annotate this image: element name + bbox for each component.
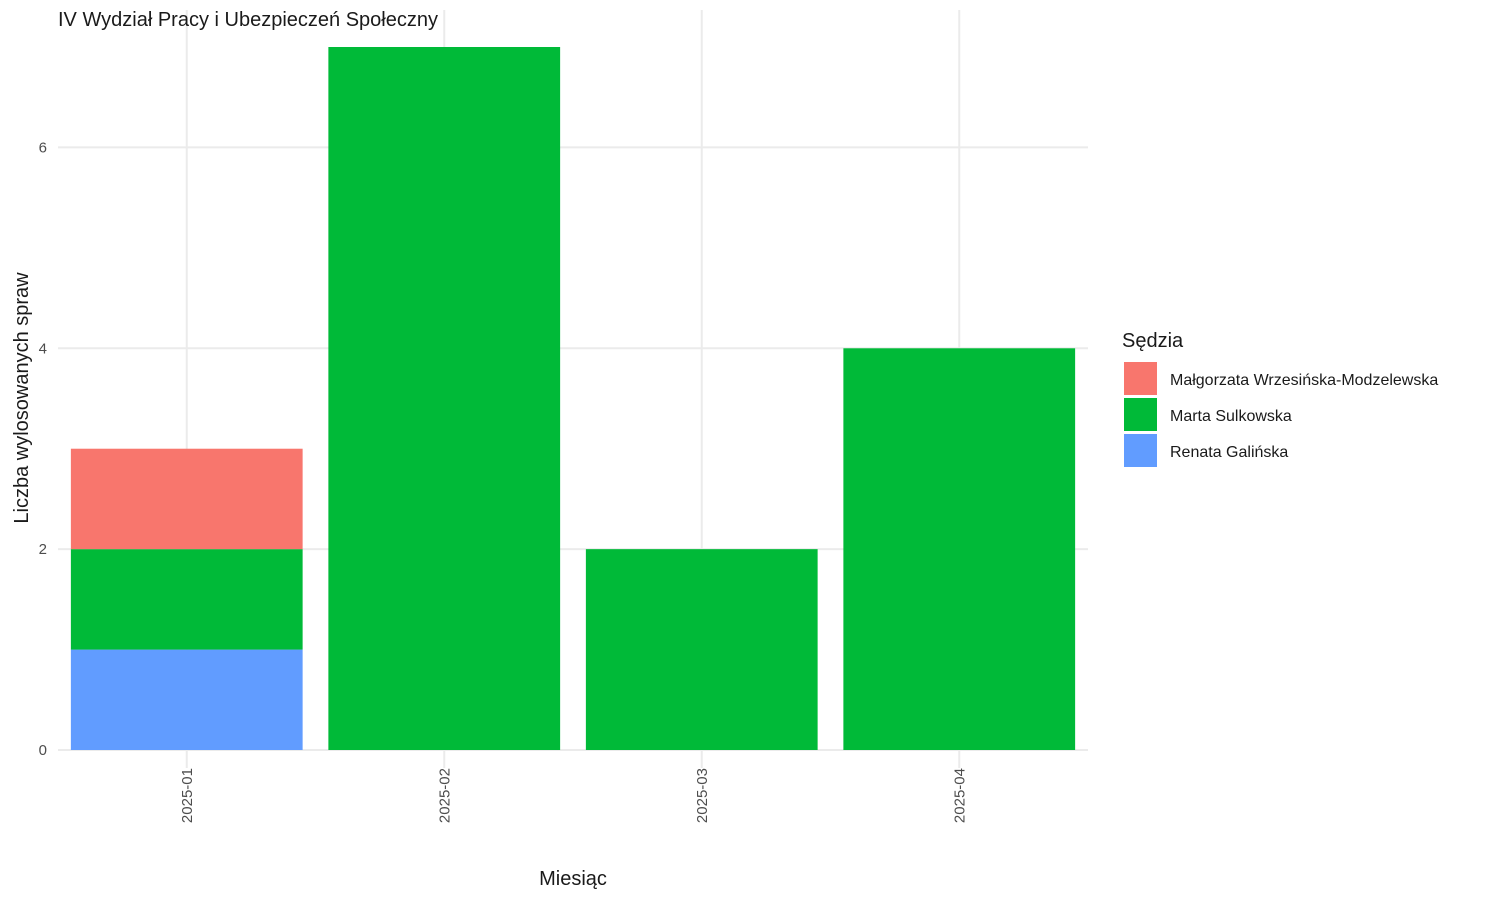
- bar-segment: [70, 448, 303, 550]
- x-tick-label: 2025-02: [436, 768, 453, 823]
- x-tick-label: 2025-03: [694, 768, 711, 823]
- x-tick-label: 2025-01: [179, 768, 196, 823]
- legend: Sędzia Małgorzata Wrzesińska-Modzelewska…: [1122, 330, 1438, 467]
- x-axis-title: Miesiąc: [539, 868, 607, 890]
- legend-key: [1124, 398, 1157, 431]
- x-tick-label: 2025-04: [951, 768, 968, 823]
- y-tick-label: 6: [39, 139, 47, 156]
- bar-segment: [70, 649, 303, 750]
- bar-segment: [328, 47, 561, 750]
- bar-segment: [843, 348, 1076, 750]
- legend-label: Małgorzata Wrzesińska-Modzelewska: [1170, 372, 1438, 389]
- y-axis-ticks: 0 2 4 6: [39, 139, 47, 759]
- x-axis-ticks: 2025-01 2025-02 2025-03 2025-04: [179, 768, 969, 823]
- bars: [70, 47, 1076, 750]
- y-tick-label: 2: [39, 541, 47, 558]
- legend-label: Marta Sulkowska: [1170, 408, 1292, 425]
- legend-label: Renata Galińska: [1170, 444, 1288, 461]
- chart-title: IV Wydział Pracy i Ubezpieczeń Społeczny: [58, 9, 438, 31]
- y-tick-label: 4: [39, 340, 47, 357]
- legend-title: Sędzia: [1122, 330, 1184, 352]
- legend-key: [1124, 362, 1157, 395]
- y-axis-title: Liczba wylosowanych spraw: [11, 272, 33, 524]
- legend-key: [1124, 434, 1157, 467]
- y-tick-label: 0: [39, 742, 47, 759]
- bar-segment: [70, 549, 303, 650]
- bar-segment: [585, 549, 818, 750]
